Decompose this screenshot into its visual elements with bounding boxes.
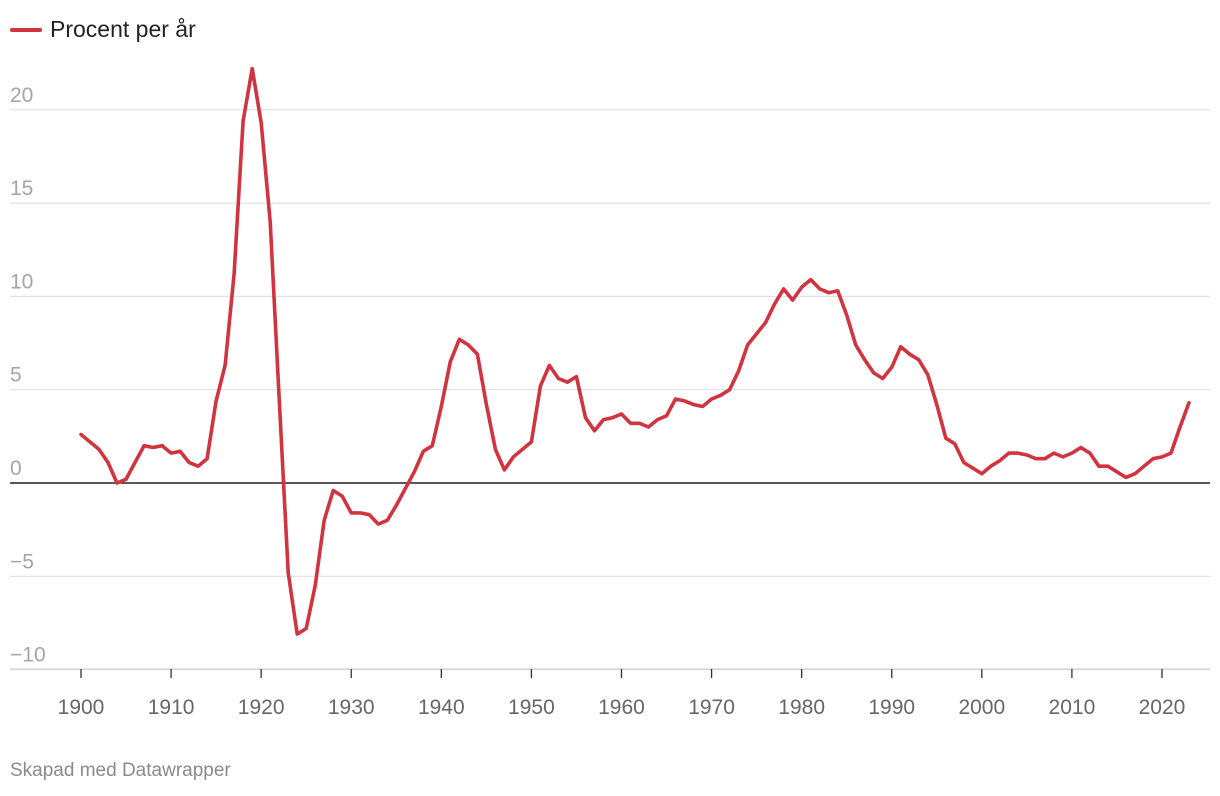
series-line — [79, 66, 1191, 636]
x-tick-label: 1920 — [238, 696, 285, 719]
y-tick-label: 5 — [10, 364, 22, 387]
x-tick-label: 1990 — [868, 696, 915, 719]
x-axis: 1900 1910 1920 1930 1940 1950 1960 1970 1980 1990… — [10, 668, 1210, 719]
x-tick-label: 1970 — [688, 696, 735, 719]
x-tick-label: 1960 — [598, 696, 645, 719]
legend-label: Procent per år — [50, 16, 196, 42]
x-tick-label: 1900 — [58, 696, 105, 719]
x-tick-label: 1980 — [778, 696, 825, 719]
y-tick-label: −5 — [10, 550, 34, 573]
x-tick-label: 1950 — [508, 696, 555, 719]
x-tick-label: 1910 — [148, 696, 195, 719]
x-tick-label: 2020 — [1139, 696, 1186, 719]
series-layer — [79, 66, 1191, 636]
y-tick-label: 10 — [10, 270, 33, 293]
grid-lines — [10, 109, 1210, 671]
y-tick-label: 15 — [10, 177, 33, 200]
y-axis-tick-labels: 20 15 10 5 0 −5 −10 — [10, 84, 46, 667]
x-tick-label: 1930 — [328, 696, 375, 719]
y-tick-label: 20 — [10, 84, 33, 107]
x-tick-label: 2000 — [958, 696, 1005, 719]
x-tick-label: 2010 — [1049, 696, 1096, 719]
y-tick-label: 0 — [10, 457, 22, 480]
y-tick-label: −10 — [10, 644, 46, 667]
x-tick-label: 1940 — [418, 696, 465, 719]
legend: Procent per år — [10, 16, 196, 43]
legend-swatch — [10, 27, 42, 32]
datawrapper-credit: Skapad med Datawrapper — [10, 760, 231, 781]
